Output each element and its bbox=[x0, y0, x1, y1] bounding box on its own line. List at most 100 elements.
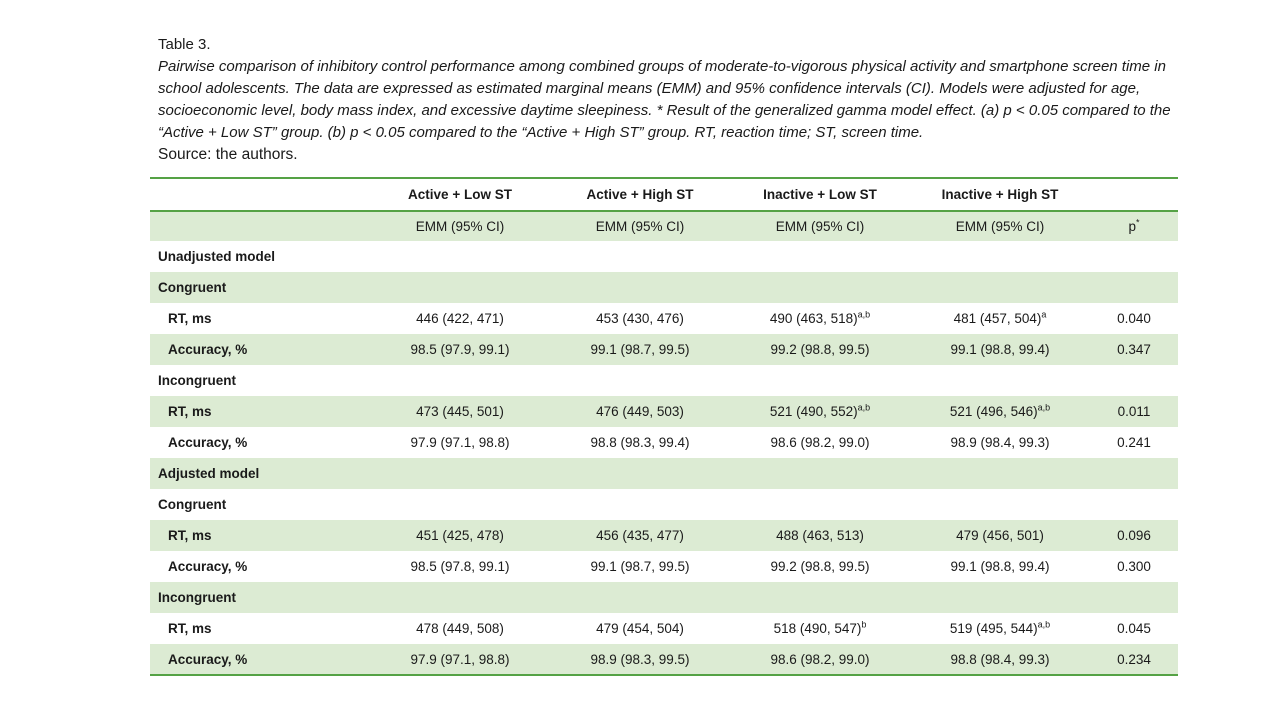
emm-value-cell: 97.9 (97.1, 98.8) bbox=[410, 435, 510, 450]
emm-value-cell: 98.5 (97.9, 99.1) bbox=[410, 342, 510, 357]
emm-value-cell: 521 (496, 546)a,b bbox=[949, 402, 1051, 419]
data-row: Accuracy, % 97.9 (97.1, 98.8) 98.8 (98.3, … bbox=[150, 427, 1178, 458]
emm-value-cell: 99.2 (98.8, 99.5) bbox=[770, 342, 870, 357]
row-label: Accuracy, % bbox=[168, 651, 248, 667]
empty-header-cell bbox=[1090, 178, 1178, 212]
data-row: RT, ms 478 (449, 508) 479 (454, 504) 518 (4… bbox=[150, 613, 1178, 644]
subheader-emm: EMM (95% CI) bbox=[415, 219, 505, 234]
emm-value-cell: 99.1 (98.7, 99.5) bbox=[590, 342, 690, 357]
row-label: RT, ms bbox=[168, 528, 212, 543]
emm-value-cell: 490 (463, 518)a,b bbox=[769, 309, 871, 326]
table-body: Unadjusted model Congruent RT, ms 446 (422,… bbox=[150, 241, 1178, 675]
emm-value-cell: 518 (490, 547)b bbox=[773, 619, 867, 636]
source-note: Source: the authors. bbox=[158, 146, 298, 163]
emm-value-cell: 98.9 (98.4, 99.3) bbox=[950, 435, 1050, 450]
section-filler-cell bbox=[370, 365, 1178, 396]
subheader-p: p* bbox=[1090, 211, 1178, 241]
p-header-asterisk: * bbox=[1136, 217, 1140, 228]
table-number: Table 3. bbox=[158, 36, 211, 53]
group-header-inactive-low: Inactive + Low ST bbox=[730, 178, 910, 212]
emm-value-cell: 521 (490, 552)a,b bbox=[769, 402, 871, 419]
row-label: RT, ms bbox=[168, 404, 212, 419]
table-caption-text: Pairwise comparison of inhibitory contro… bbox=[158, 58, 1171, 141]
p-value-cell: 0.040 bbox=[1117, 311, 1151, 326]
row-label: Accuracy, % bbox=[168, 559, 248, 574]
row-label: RT, ms bbox=[168, 621, 212, 636]
group-header-row: Active + Low ST Active + High ST Inactiv… bbox=[150, 178, 1178, 212]
row-label: Accuracy, % bbox=[168, 435, 248, 450]
subheader-emm: EMM (95% CI) bbox=[775, 219, 865, 234]
p-value-cell: 0.234 bbox=[1117, 651, 1151, 667]
results-table: Active + Low ST Active + High ST Inactiv… bbox=[150, 177, 1178, 676]
row-label: Unadjusted model bbox=[158, 249, 276, 264]
emm-value-cell: 451 (425, 478) bbox=[416, 528, 504, 543]
data-row: RT, ms 446 (422, 471) 453 (430, 476) 490 (4… bbox=[150, 303, 1178, 334]
section-row: Unadjusted model bbox=[150, 241, 1178, 272]
emm-value-cell: 456 (435, 477) bbox=[596, 528, 684, 543]
subheader-emm: EMM (95% CI) bbox=[955, 219, 1045, 234]
row-label: Adjusted model bbox=[158, 466, 260, 481]
emm-value-cell: 98.9 (98.3, 99.5) bbox=[590, 651, 690, 667]
content-area: Table 3. Pairwise comparison of inhibito… bbox=[150, 34, 1178, 676]
emm-value-cell: 519 (495, 544)a,b bbox=[949, 619, 1051, 636]
row-label: Incongruent bbox=[158, 373, 236, 388]
section-row: Congruent bbox=[150, 489, 1178, 520]
emm-value-cell: 98.8 (98.3, 99.4) bbox=[590, 435, 690, 450]
emm-value-cell: 99.2 (98.8, 99.5) bbox=[770, 559, 870, 574]
row-label: Congruent bbox=[158, 497, 227, 512]
emm-value-cell: 473 (445, 501) bbox=[416, 404, 504, 419]
row-label: Accuracy, % bbox=[168, 342, 248, 357]
section-filler-cell bbox=[370, 458, 1178, 489]
emm-value-cell: 446 (422, 471) bbox=[416, 311, 504, 326]
significance-superscript: b bbox=[861, 619, 867, 630]
emm-value-cell: 98.6 (98.2, 99.0) bbox=[770, 651, 870, 667]
table-caption-block: Table 3. Pairwise comparison of inhibito… bbox=[150, 34, 1178, 166]
section-filler-cell bbox=[370, 241, 1178, 272]
emm-value-cell: 99.1 (98.8, 99.4) bbox=[950, 559, 1050, 574]
p-value-cell: 0.300 bbox=[1117, 559, 1151, 574]
data-row: RT, ms 473 (445, 501) 476 (449, 503) 521 (4… bbox=[150, 396, 1178, 427]
emm-value-cell: 453 (430, 476) bbox=[596, 311, 684, 326]
emm-value-cell: 476 (449, 503) bbox=[596, 404, 684, 419]
p-value-cell: 0.347 bbox=[1117, 342, 1151, 357]
section-filler-cell bbox=[370, 582, 1178, 613]
significance-superscript: a,b bbox=[857, 309, 871, 320]
empty-header-cell bbox=[150, 178, 370, 212]
p-value-cell: 0.096 bbox=[1117, 528, 1151, 543]
group-header-active-low: Active + Low ST bbox=[370, 178, 550, 212]
emm-value-cell: 479 (456, 501) bbox=[956, 528, 1044, 543]
subheader-row: EMM (95% CI) EMM (95% CI) EMM (95% CI) E… bbox=[150, 211, 1178, 241]
significance-superscript: a,b bbox=[1037, 619, 1051, 630]
section-row: Incongruent bbox=[150, 582, 1178, 613]
p-value-cell: 0.241 bbox=[1117, 435, 1151, 450]
data-row: Accuracy, % 98.5 (97.9, 99.1) 99.1 (98.7, … bbox=[150, 334, 1178, 365]
section-row: Congruent bbox=[150, 272, 1178, 303]
data-row: RT, ms 451 (425, 478) 456 (435, 477) 488 (4… bbox=[150, 520, 1178, 551]
section-row: Adjusted model bbox=[150, 458, 1178, 489]
emm-value-cell: 98.6 (98.2, 99.0) bbox=[770, 435, 870, 450]
empty-subheader-cell bbox=[150, 211, 370, 241]
data-row: Accuracy, % 98.5 (97.8, 99.1) 99.1 (98.7, … bbox=[150, 551, 1178, 582]
emm-value-cell: 97.9 (97.1, 98.8) bbox=[410, 651, 510, 667]
p-value-cell: 0.011 bbox=[1117, 404, 1151, 419]
section-filler-cell bbox=[370, 489, 1178, 520]
emm-value-cell: 478 (449, 508) bbox=[416, 621, 504, 636]
significance-superscript: a,b bbox=[1037, 402, 1051, 413]
row-label: RT, ms bbox=[168, 311, 212, 326]
emm-value-cell: 98.5 (97.8, 99.1) bbox=[410, 559, 510, 574]
p-header-label: p bbox=[1128, 219, 1136, 234]
section-filler-cell bbox=[370, 272, 1178, 303]
subheader-emm: EMM (95% CI) bbox=[595, 219, 685, 234]
emm-value-cell: 98.8 (98.4, 99.3) bbox=[950, 651, 1050, 667]
emm-value-cell: 488 (463, 513) bbox=[776, 528, 864, 543]
emm-value-cell: 481 (457, 504)a bbox=[953, 309, 1047, 326]
significance-superscript: a,b bbox=[857, 402, 871, 413]
row-label: Congruent bbox=[158, 280, 227, 295]
group-header-active-high: Active + High ST bbox=[550, 178, 730, 212]
group-header-inactive-high: Inactive + High ST bbox=[910, 178, 1090, 212]
data-row: Accuracy, % 97.9 (97.1, 98.8) 98.9 (98.3, … bbox=[150, 644, 1178, 675]
row-label: Incongruent bbox=[158, 590, 236, 605]
emm-value-cell: 479 (454, 504) bbox=[596, 621, 684, 636]
emm-value-cell: 99.1 (98.7, 99.5) bbox=[590, 559, 690, 574]
